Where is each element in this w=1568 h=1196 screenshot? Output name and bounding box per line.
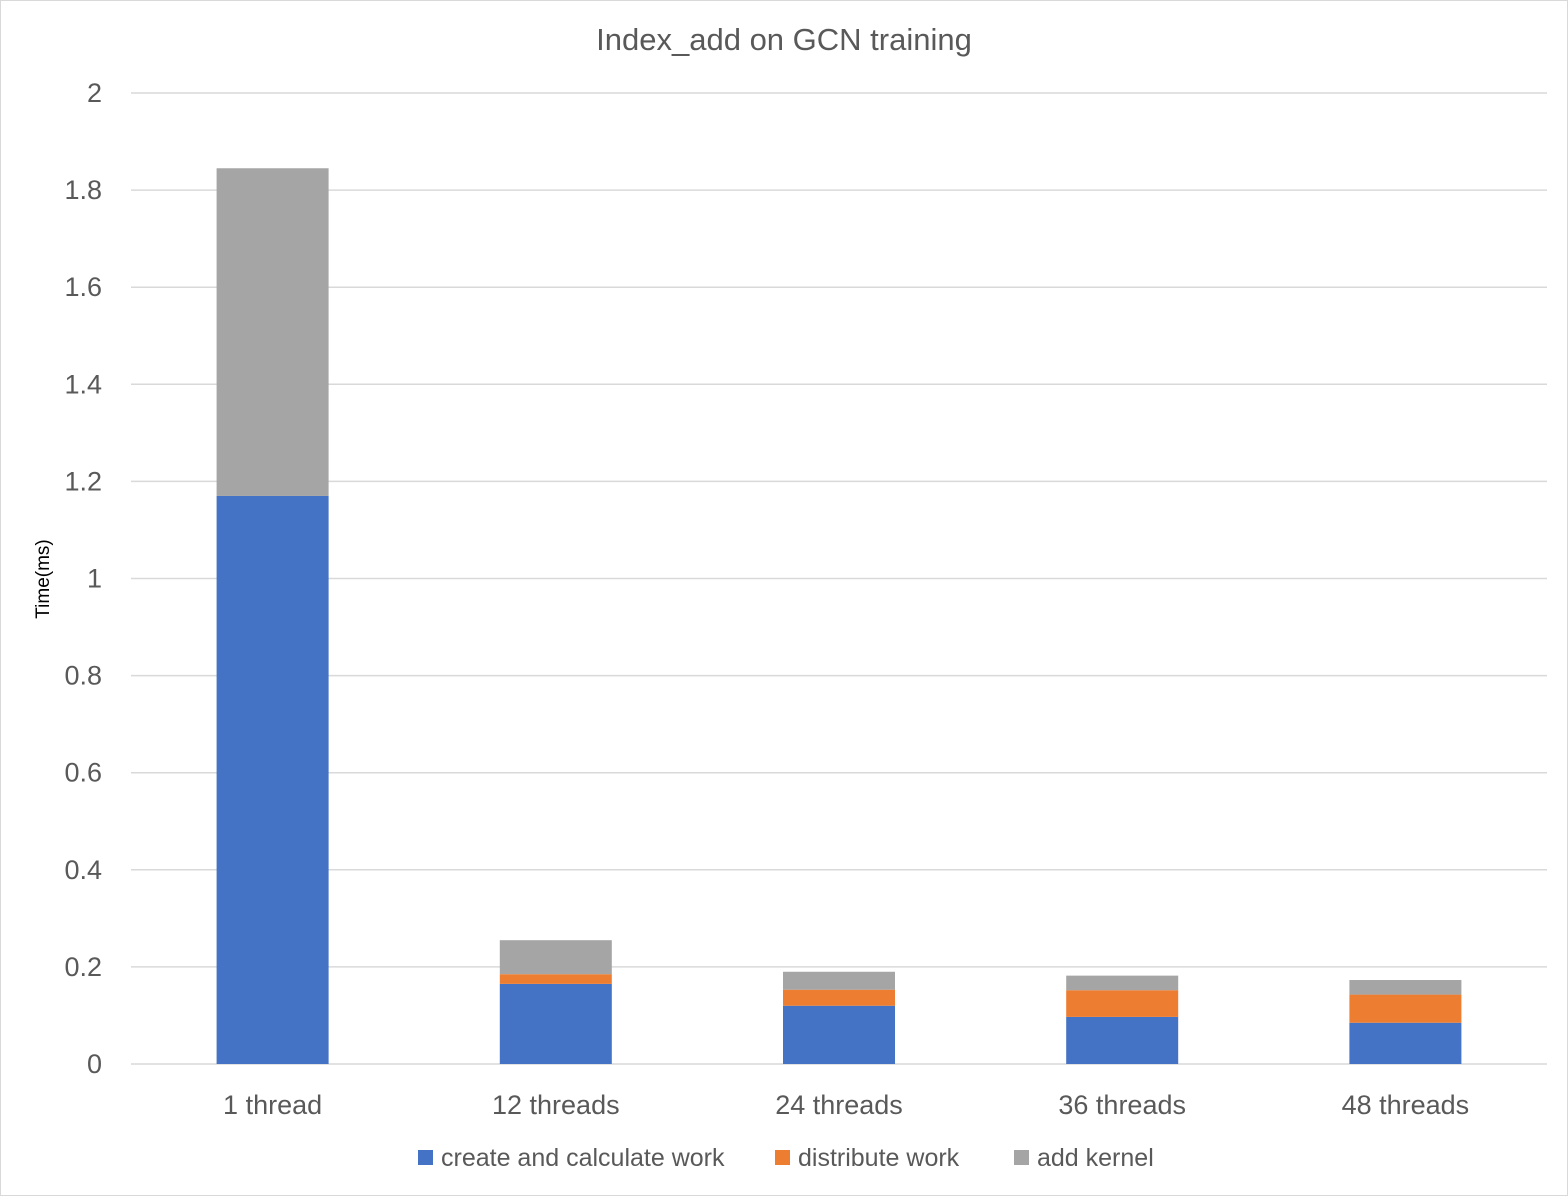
y-tick-label: 0.4 — [64, 855, 102, 885]
bar-segment-add-kernel-2 — [783, 971, 895, 990]
bar-segment-create-and-calculate-work-1 — [499, 983, 612, 1064]
legend: create and calculate work distribute work… — [418, 1144, 1154, 1172]
bar-segment-create-and-calculate-work-4 — [1349, 1022, 1462, 1064]
bars — [216, 168, 1462, 1065]
bar-segment-distribute-work-3 — [1066, 990, 1179, 1017]
bar-segment-add-kernel-3 — [1066, 975, 1179, 991]
bar-segment-add-kernel-1 — [499, 940, 612, 975]
gridlines — [131, 92, 1547, 1065]
x-tick-label: 1 thread — [223, 1090, 322, 1120]
y-axis-ticks: 0 0.2 0.4 0.6 0.8 1 1.2 1.4 1.6 1.8 2 — [64, 78, 102, 1079]
y-tick-label: 1.8 — [64, 175, 102, 205]
y-tick-label: 1 — [87, 564, 102, 594]
y-tick-label: 0 — [87, 1049, 102, 1079]
y-tick-label: 1.2 — [64, 466, 102, 496]
legend-swatch — [1014, 1150, 1029, 1165]
bar-segment-distribute-work-1 — [499, 974, 612, 984]
y-tick-label: 0.2 — [64, 952, 102, 982]
y-tick-label: 1.6 — [64, 272, 102, 302]
legend-label: add kernel — [1037, 1144, 1154, 1172]
x-axis-ticks: 1 thread 12 threads 24 threads 36 threads 48… — [223, 1090, 1469, 1120]
y-tick-label: 2 — [87, 78, 102, 108]
x-tick-label: 36 threads — [1058, 1090, 1186, 1120]
legend-label: create and calculate work — [441, 1144, 725, 1172]
bar-segment-create-and-calculate-work-0 — [216, 495, 329, 1065]
y-axis-label: Time(ms) — [33, 539, 54, 619]
bar-segment-distribute-work-2 — [783, 989, 895, 1006]
bar-segment-create-and-calculate-work-2 — [783, 1005, 895, 1064]
x-tick-label: 24 threads — [775, 1090, 903, 1120]
x-tick-label: 12 threads — [492, 1090, 620, 1120]
legend-label: distribute work — [798, 1144, 960, 1172]
bar-segment-add-kernel-4 — [1349, 980, 1462, 995]
bar-segment-create-and-calculate-work-3 — [1066, 1016, 1179, 1064]
x-tick-label: 48 threads — [1342, 1090, 1470, 1120]
bar-segment-distribute-work-4 — [1349, 994, 1462, 1023]
bar-segment-add-kernel-0 — [216, 168, 329, 496]
legend-swatch — [418, 1150, 433, 1165]
y-tick-label: 0.6 — [64, 758, 102, 788]
y-tick-label: 1.4 — [64, 369, 102, 399]
chart-title: Index_add on GCN training — [596, 22, 972, 57]
y-tick-label: 0.8 — [64, 661, 102, 691]
legend-swatch — [775, 1150, 790, 1165]
